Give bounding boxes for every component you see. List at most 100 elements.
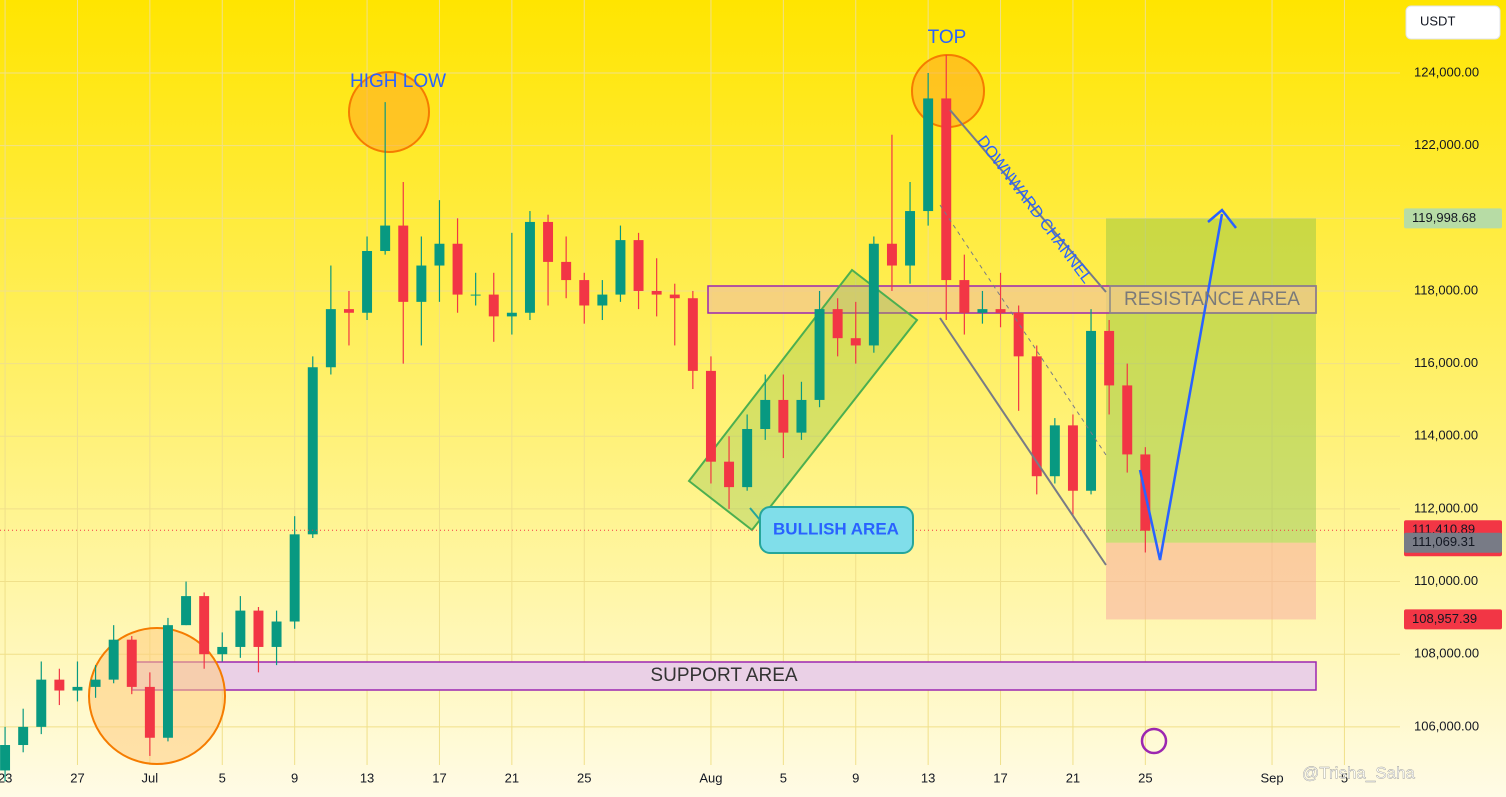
candle-body — [1067, 425, 1078, 491]
x-tick-label: 13 — [360, 770, 374, 785]
resistance-label: RESISTANCE AREA — [1124, 289, 1300, 310]
candle-body — [271, 621, 282, 647]
y-tick-label: 114,000.00 — [1414, 428, 1478, 443]
x-tick-label: 17 — [432, 770, 446, 785]
candle-body — [90, 679, 101, 687]
candle-body — [977, 309, 988, 313]
bullish-pointer — [749, 507, 761, 521]
candle-body — [108, 639, 119, 680]
x-tick-label: Sep — [1260, 770, 1283, 785]
x-tick-label: 13 — [921, 770, 935, 785]
candle-body — [126, 639, 137, 687]
candle-body — [651, 290, 662, 295]
candle-body — [434, 243, 445, 266]
candle-body — [470, 294, 481, 296]
bullish-box — [759, 506, 914, 554]
price-tag-label: 119,998.68 — [1412, 210, 1476, 225]
y-tick-label: 110,000.00 — [1414, 573, 1478, 588]
candle-body — [488, 294, 499, 317]
candle-body — [1013, 312, 1024, 357]
candle-body — [886, 243, 897, 266]
top-label: TOP — [928, 27, 967, 48]
channel-line — [949, 109, 1107, 293]
arrow-head — [1207, 208, 1237, 229]
candle-body — [742, 428, 753, 488]
candle-body — [868, 243, 879, 346]
watermark: @Trisha_Saha — [1302, 763, 1416, 782]
x-tick-label: Jul — [142, 770, 159, 785]
channel-line — [939, 317, 1107, 566]
x-tick-label: Aug — [699, 770, 722, 785]
candle-body — [687, 298, 698, 371]
y-tick-label: 112,000.00 — [1414, 500, 1478, 515]
candle-body — [452, 243, 463, 295]
price-tag-label: 111,069.31 — [1412, 534, 1475, 549]
candle-body — [615, 240, 626, 295]
x-tick-label: 9 — [291, 770, 298, 785]
candle-body — [669, 294, 680, 299]
candle-body — [923, 98, 934, 212]
price-tag-label: 108,957.39 — [1412, 611, 1477, 626]
candle-body — [941, 98, 952, 281]
currency: USDT — [1420, 13, 1455, 28]
candle-body — [217, 646, 228, 655]
candle-body — [144, 686, 155, 738]
candle-body — [633, 240, 644, 291]
resistance-label-box — [1109, 285, 1317, 314]
price-tag — [1404, 609, 1502, 630]
candle-body — [343, 309, 354, 313]
high-low-label: HIGH LOW — [350, 71, 446, 92]
candle-body — [543, 221, 554, 262]
candle-body — [325, 309, 336, 368]
stop-zone — [1106, 542, 1316, 620]
candle-body — [597, 294, 608, 306]
candle-body — [506, 312, 517, 317]
candle-body — [832, 309, 843, 339]
candle-body — [362, 251, 373, 313]
candles — [0, 54, 1400, 782]
candle-body — [199, 596, 210, 655]
candle-body — [814, 309, 825, 400]
candle-body — [0, 745, 11, 771]
candle-body — [289, 534, 300, 622]
x-tick-label: 5 — [219, 770, 226, 785]
candle-body — [724, 461, 735, 488]
candle-body — [398, 225, 409, 302]
projection-arrow — [1138, 213, 1224, 561]
axes: 106,000.00 108,000.00 110,000.00 112,000.00… — [0, 64, 1502, 785]
grid — [0, 0, 1400, 765]
price-tag — [1404, 532, 1502, 553]
candle-body — [1049, 425, 1060, 477]
candle-body — [778, 399, 789, 433]
y-tick-label: 106,000.00 — [1414, 718, 1479, 733]
x-tick-label: 23 — [0, 770, 12, 785]
target-zone — [1106, 218, 1316, 543]
x-tick-label: 5 — [1341, 770, 1348, 785]
candle-body — [1031, 356, 1042, 477]
candle-body — [380, 225, 391, 252]
x-tick-label: 21 — [505, 770, 519, 785]
candle-body — [905, 211, 916, 266]
x-tick-label: 25 — [577, 770, 591, 785]
currency-box[interactable] — [1405, 5, 1501, 40]
candle-body — [162, 625, 173, 738]
y-tick-label: 122,000.00 — [1414, 137, 1479, 152]
x-tick-label: 25 — [1138, 770, 1152, 785]
candle-body — [18, 726, 29, 746]
y-tick-label: 118,000.00 — [1414, 282, 1478, 297]
candle-body — [1122, 385, 1133, 455]
candle-body — [959, 280, 970, 313]
y-tick-label: 124,000.00 — [1414, 64, 1479, 79]
candle-body — [850, 338, 861, 346]
support-area — [131, 661, 1317, 691]
candle-body — [54, 679, 65, 691]
candle-body — [253, 610, 264, 647]
logo-icon — [1140, 727, 1168, 755]
candle-body — [1104, 330, 1115, 386]
x-tick-label: 27 — [70, 770, 84, 785]
x-tick-label: 17 — [993, 770, 1007, 785]
low-circle — [88, 627, 226, 765]
support-label: SUPPORT AREA — [650, 665, 797, 686]
